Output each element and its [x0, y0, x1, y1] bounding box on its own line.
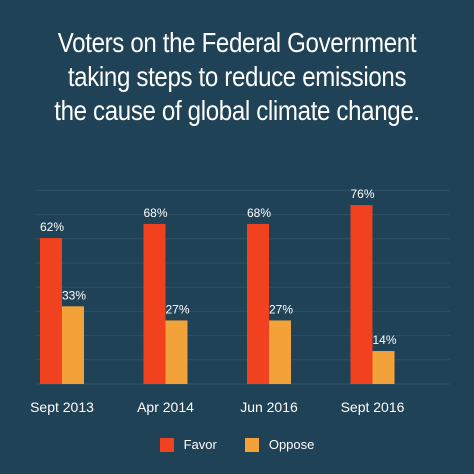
legend-swatch-oppose: [244, 437, 259, 452]
data-label-oppose: 27%: [165, 302, 189, 316]
legend-label-favor: Favor: [183, 437, 217, 452]
data-label-favor: 68%: [247, 206, 271, 220]
data-label-oppose: 14%: [372, 333, 396, 347]
legend-item-favor: Favor: [159, 437, 217, 452]
legend: Favor Oppose: [0, 437, 474, 452]
x-tick-label: Sept 2016: [341, 399, 405, 415]
title-line-1: Voters on the Federal Government: [57, 27, 417, 58]
legend-label-oppose: Oppose: [268, 437, 315, 452]
bar-favor: [247, 223, 269, 384]
bar-favor: [350, 205, 373, 384]
chart-title: Voters on the Federal Government taking …: [33, 26, 441, 128]
x-tick-labels: Sept 2013 Apr 2014 Jun 2016 Sept 2016: [30, 399, 405, 415]
title-line-2: taking steps to reduce emissions: [67, 61, 407, 92]
bar-oppose: [165, 320, 188, 384]
bars: [40, 205, 395, 384]
bar-oppose: [372, 351, 395, 384]
data-label-oppose: 33%: [62, 288, 86, 302]
data-label-favor: 62%: [40, 220, 64, 234]
data-label-oppose: 27%: [269, 302, 293, 316]
x-tick-label: Apr 2014: [137, 399, 194, 415]
legend-item-oppose: Oppose: [244, 437, 315, 452]
title-line-3: the cause of global climate change.: [54, 95, 420, 126]
data-labels: 62% 33% 68% 27% 68% 27% 76% 14%: [40, 187, 397, 347]
bar-oppose: [62, 306, 84, 384]
legend-swatch-favor: [159, 437, 174, 452]
bar-favor: [40, 238, 62, 384]
data-label-favor: 76%: [350, 187, 374, 201]
bar-oppose: [269, 320, 291, 384]
x-tick-label: Jun 2016: [240, 399, 298, 415]
data-label-favor: 68%: [143, 206, 167, 220]
bar-favor: [143, 223, 166, 384]
x-tick-label: Sept 2013: [30, 399, 94, 415]
chart-frame: [10, 10, 464, 464]
